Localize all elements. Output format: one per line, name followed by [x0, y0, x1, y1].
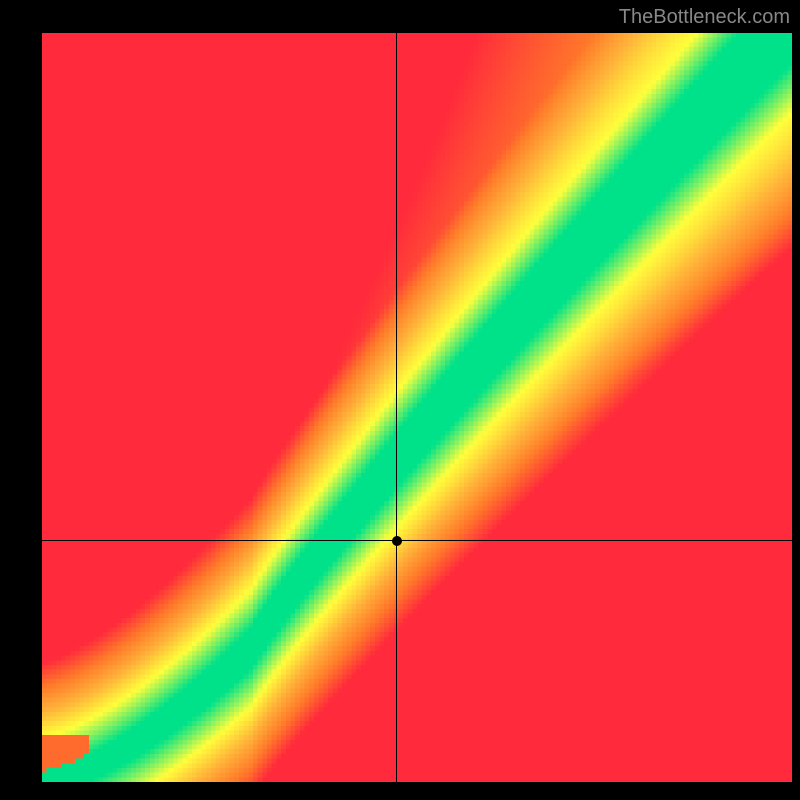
watermark-text: TheBottleneck.com — [619, 6, 790, 29]
heatmap-canvas — [42, 33, 792, 782]
page-root: { "watermark": { "text": "TheBottleneck.… — [0, 0, 800, 800]
heatmap-plot — [42, 33, 792, 782]
